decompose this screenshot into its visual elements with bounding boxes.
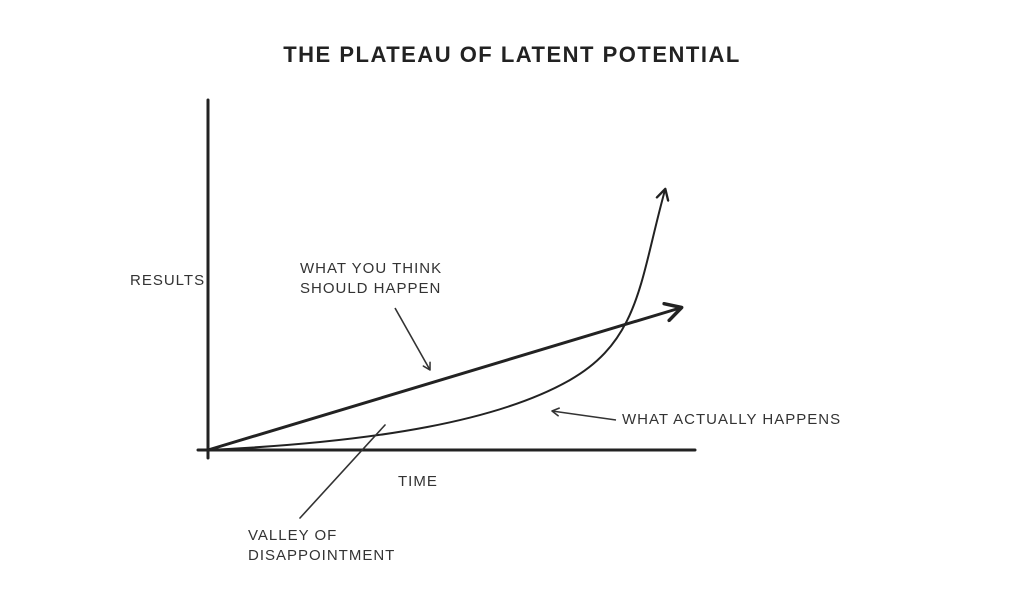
annotation-valley-line1: VALLEY OF — [248, 527, 337, 544]
annotation-valley-line2: DISAPPOINTMENT — [248, 547, 395, 564]
y-axis-label: RESULTS — [130, 271, 205, 291]
annotation-valley: VALLEY OF DISAPPOINTMENT — [248, 526, 395, 567]
chart-svg — [0, 0, 1024, 607]
annotation-actually: WHAT ACTUALLY HAPPENS — [622, 410, 841, 430]
annotation-think: WHAT YOU THINK SHOULD HAPPEN — [300, 259, 442, 300]
annotation-think-line2: SHOULD HAPPEN — [300, 280, 441, 297]
exponential-reality-curve — [208, 190, 665, 450]
annotation-think-line1: WHAT YOU THINK — [300, 260, 442, 277]
annotation-arrow-think — [395, 308, 430, 370]
x-axis-label: TIME — [398, 472, 438, 492]
annotation-actually-line1: WHAT ACTUALLY HAPPENS — [622, 411, 841, 428]
annotation-arrow-actually — [552, 411, 616, 420]
chart-stage: THE PLATEAU OF LATENT POTENTIAL RESULTS … — [0, 0, 1024, 607]
linear-expectation-line — [208, 308, 680, 450]
